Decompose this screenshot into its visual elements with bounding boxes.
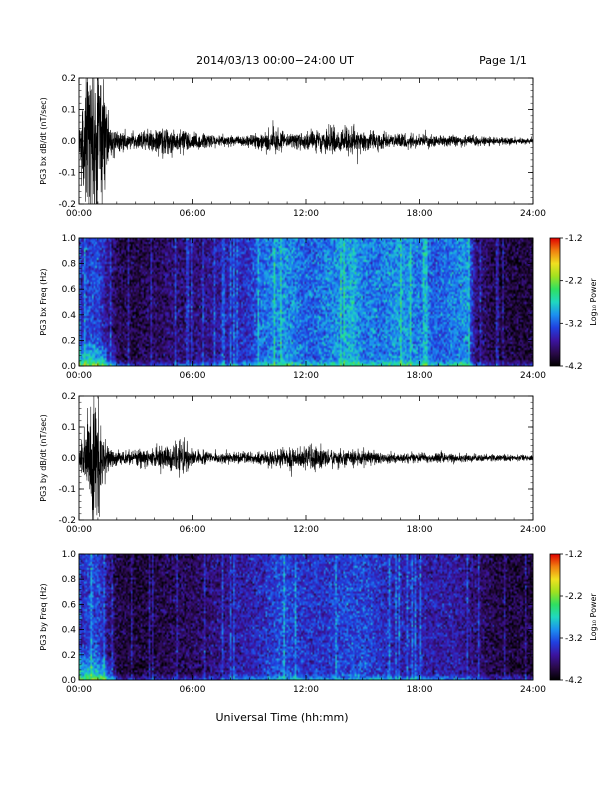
spectrogram-image [79, 238, 533, 366]
page-indicator: Page 1/1 [479, 54, 527, 67]
y-tick-label: 0.0 [62, 454, 77, 464]
colorbar [549, 553, 561, 681]
y-tick-label: 1.0 [62, 234, 77, 244]
spectrogram-image [79, 554, 533, 680]
chart-panel-2: -1.2 -2.2 -3.2 -4.2 Log₁₀ Power 00:00 06:00 12:… [39, 234, 598, 381]
x-tick-label: 24:00 [520, 685, 546, 695]
x-tick-label: 12:00 [293, 685, 319, 695]
x-axis-title: Universal Time (hh:mm) [216, 711, 349, 724]
x-tick-label: 18:00 [407, 209, 433, 219]
chart-panel-4: -1.2 -2.2 -3.2 -4.2 Log₁₀ Power 00:00 06:00 12:… [39, 550, 598, 695]
x-tick-label: 18:00 [407, 685, 433, 695]
chart-panel-1: 00:00 06:00 12:00 18:00 24:00 -0.2 -0.1 0.0 0.1 0… [39, 74, 546, 219]
colorbar-tick-label: -4.2 [565, 676, 583, 686]
y-tick-label: -0.2 [58, 200, 76, 210]
figure-title: 2014/03/13 00:00−24:00 UT [196, 54, 354, 67]
y-tick-label: 0.6 [62, 600, 77, 610]
x-tick-label: 00:00 [66, 209, 92, 219]
colorbar-label: Log₁₀ Power [589, 278, 598, 326]
y-axis-label: PG3 by Freq (Hz) [39, 583, 48, 650]
y-tick-label: 0.0 [62, 676, 77, 686]
waveform-series [79, 78, 533, 204]
y-axis-label: PG3 bx dB/dt (nT/sec) [39, 97, 48, 184]
x-tick-label: 24:00 [520, 371, 546, 381]
y-tick-label: 0.8 [62, 260, 77, 270]
x-tick-label: 24:00 [520, 209, 546, 219]
x-tick-label: 18:00 [407, 371, 433, 381]
y-tick-label: 0.2 [62, 392, 76, 402]
colorbar-tick-label: -3.2 [565, 319, 583, 329]
y-tick-label: 0.6 [62, 285, 77, 295]
y-tick-label: 0.2 [62, 336, 76, 346]
colorbar-tick-label: -4.2 [565, 362, 583, 372]
x-tick-label: 06:00 [180, 371, 206, 381]
y-axis-label: PG3 by dB/dt (nT/sec) [39, 414, 48, 501]
y-tick-label: 0.2 [62, 74, 76, 84]
x-tick-label: 06:00 [180, 209, 206, 219]
colorbar-tick-label: -1.2 [565, 234, 583, 244]
x-tick-label: 12:00 [293, 209, 319, 219]
x-tick-label: 06:00 [180, 685, 206, 695]
y-tick-label: 0.1 [62, 106, 76, 116]
colorbar-label: Log₁₀ Power [589, 593, 598, 641]
x-tick-label: 00:00 [66, 371, 92, 381]
y-tick-label: 0.1 [62, 423, 76, 433]
y-tick-label: 0.2 [62, 651, 76, 661]
y-tick-label: -0.2 [58, 516, 76, 526]
y-tick-label: 0.8 [62, 575, 77, 585]
y-axis-label: PG3 bx Freq (Hz) [39, 268, 48, 335]
x-tick-label: 06:00 [180, 525, 206, 535]
colorbar-tick-label: -3.2 [565, 634, 583, 644]
y-tick-label: 1.0 [62, 550, 77, 560]
x-tick-label: 12:00 [293, 525, 319, 535]
y-tick-label: 0.4 [62, 311, 77, 321]
colorbar [549, 237, 561, 367]
colorbar-tick-label: -2.2 [565, 277, 583, 287]
colorbar-tick-label: -1.2 [565, 550, 583, 560]
x-tick-label: 00:00 [66, 525, 92, 535]
x-tick-label: 00:00 [66, 685, 92, 695]
waveform-series [79, 396, 533, 520]
x-tick-label: 24:00 [520, 525, 546, 535]
y-tick-label: 0.0 [62, 362, 77, 372]
y-tick-label: 0.4 [62, 626, 77, 636]
chart-panel-3: 00:00 06:00 12:00 18:00 24:00 -0.2 -0.1 0.0 0.1 0… [39, 392, 546, 535]
x-tick-label: 12:00 [293, 371, 319, 381]
x-tick-label: 18:00 [407, 525, 433, 535]
colorbar-tick-label: -2.2 [565, 592, 583, 602]
y-tick-label: 0.0 [62, 137, 77, 147]
y-tick-label: -0.1 [58, 485, 76, 495]
y-tick-label: -0.1 [58, 169, 76, 179]
